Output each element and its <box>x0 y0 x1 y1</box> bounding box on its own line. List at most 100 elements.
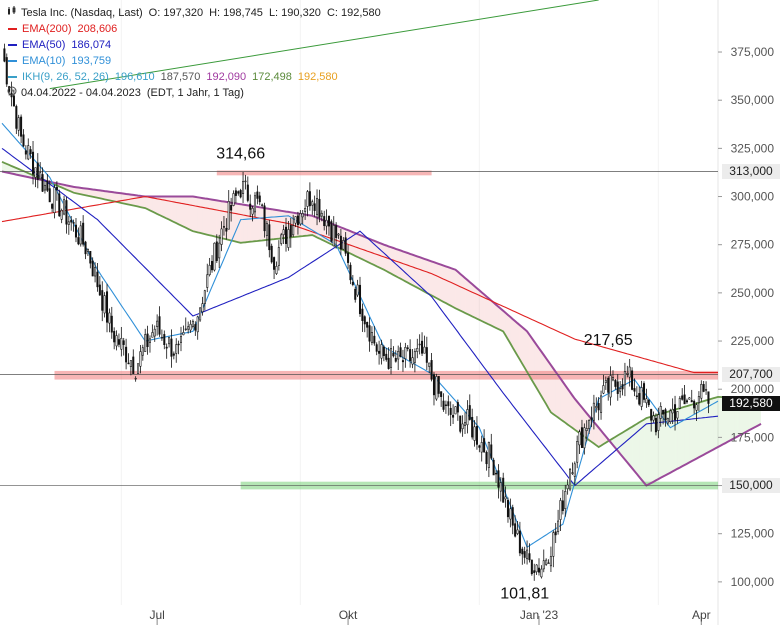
cloud-fill <box>548 361 551 413</box>
candlesticks <box>3 43 710 581</box>
cloud-fill <box>176 196 179 225</box>
candle-body <box>373 335 376 344</box>
legend-indicator-row[interactable]: EMA(200) 208,606 <box>6 21 381 37</box>
open-value: O: 197,320 <box>148 7 204 19</box>
cloud-fill <box>512 319 516 352</box>
cloud-fill <box>479 290 482 321</box>
candle-body <box>275 265 278 274</box>
candle-body <box>705 389 708 391</box>
candle-body <box>179 336 183 343</box>
cloud-fill <box>632 425 635 472</box>
candle-body <box>43 184 46 191</box>
candle-body <box>144 334 147 352</box>
trendline[interactable] <box>49 0 599 90</box>
cloud-fill <box>498 306 501 331</box>
candle-body <box>516 529 519 534</box>
cloud-fill <box>259 207 263 241</box>
cloud-fill <box>207 198 210 236</box>
cloud-fill <box>686 405 690 464</box>
candle-body <box>89 250 92 264</box>
candle-body <box>344 237 347 254</box>
candle-body <box>683 394 686 405</box>
candle-body <box>406 347 409 350</box>
cloud-fill <box>235 203 239 243</box>
candle-body <box>251 207 254 215</box>
cloud-fill <box>75 187 79 194</box>
cloud-fill <box>414 255 418 288</box>
cloud-fill <box>460 273 463 312</box>
candle-body <box>36 162 39 180</box>
candle-body <box>105 291 109 323</box>
cloud-fill <box>245 205 248 243</box>
cloud-fill <box>431 261 434 297</box>
candle-body <box>514 523 517 537</box>
cloud-fill <box>627 428 630 466</box>
cloud-fill <box>138 195 141 208</box>
cloud-fill <box>467 280 470 316</box>
candle-body <box>3 48 6 62</box>
candle-body <box>657 414 660 431</box>
candle-body <box>461 423 464 430</box>
cloud-fill <box>200 197 203 234</box>
candle-body <box>60 210 63 220</box>
zone-red <box>54 370 719 380</box>
candle-body <box>129 360 132 367</box>
candle-body <box>576 441 579 463</box>
candle-body <box>301 213 304 218</box>
candle-body <box>580 427 583 448</box>
candle-body <box>15 106 18 129</box>
candle-body <box>256 191 259 199</box>
candle-body <box>203 290 206 304</box>
candle-body <box>509 508 512 520</box>
candle-body <box>394 357 397 362</box>
y-tick-label: 125,000 <box>731 527 775 541</box>
candle-body <box>662 410 665 415</box>
candle-body <box>175 344 178 354</box>
cloud-fill <box>507 314 511 344</box>
legend-ichimoku-row[interactable]: IKH(9, 26, 52, 26) 196,610 187,570 192,090… <box>6 69 381 85</box>
candle-body <box>537 567 541 573</box>
candlestick-icon[interactable] <box>6 5 17 21</box>
cloud-fill <box>543 355 547 405</box>
candle-body <box>363 316 366 325</box>
cloud-fill <box>641 419 645 483</box>
cloud-fill <box>107 191 110 201</box>
candle-body <box>564 491 567 510</box>
candle-body <box>327 215 330 227</box>
zone-red <box>216 170 432 176</box>
cloud-fill <box>369 238 372 264</box>
candle-body <box>22 134 25 147</box>
cloud-fill <box>178 196 181 226</box>
cloud-fill <box>149 196 153 212</box>
annotation-label: 314,66 <box>216 145 265 162</box>
cloud-fill <box>715 396 718 449</box>
cloud-fill <box>109 191 112 201</box>
cloud-fill <box>708 399 711 453</box>
cloud-fill <box>395 248 399 278</box>
candle-body <box>521 548 524 555</box>
candle-body <box>483 438 486 453</box>
candle-body <box>153 328 156 337</box>
cloud-fill <box>698 401 702 458</box>
candle-body <box>654 417 657 433</box>
candle-body <box>58 193 61 217</box>
candle-body <box>628 366 631 378</box>
chart-legend: Tesla Inc. (Nasdaq, Last) O: 197,320 H: … <box>6 5 381 101</box>
candle-body <box>227 201 230 230</box>
cloud-fill <box>85 188 88 196</box>
indicator-value: 208,606 <box>77 23 118 35</box>
legend-indicator-row[interactable]: EMA(10) 193,759 <box>6 53 381 69</box>
cloud-fill <box>147 196 150 211</box>
cloud-fill <box>634 423 637 474</box>
cloud-fill <box>465 277 468 315</box>
cloud-fill <box>651 415 654 483</box>
candle-body <box>666 418 669 424</box>
cloud-fill <box>527 331 530 376</box>
cloud-fill <box>558 375 561 420</box>
cloud-fill <box>111 192 115 202</box>
candle-body <box>139 351 142 367</box>
cloud-fill <box>214 199 217 237</box>
legend-indicator-row[interactable]: EMA(50) 186,074 <box>6 37 381 53</box>
candle-body <box>573 463 576 477</box>
cloud-fill <box>2 161 5 172</box>
